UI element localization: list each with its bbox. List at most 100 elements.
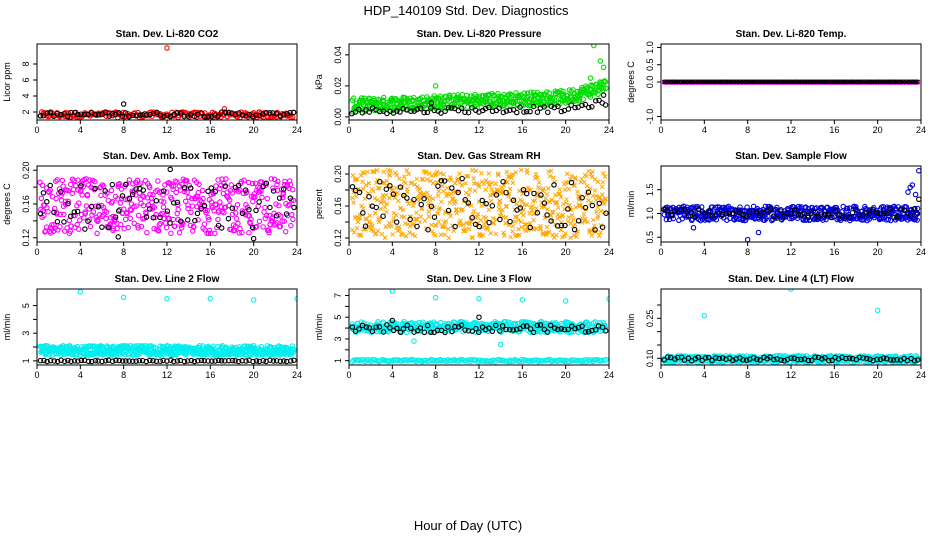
data-point	[448, 105, 455, 111]
data-point	[356, 106, 362, 113]
data-point	[401, 214, 407, 220]
data-point	[709, 357, 715, 364]
data-point	[291, 357, 297, 363]
data-point	[263, 180, 270, 186]
data-point	[671, 208, 678, 215]
data-point	[212, 358, 218, 364]
panel-points	[661, 79, 921, 85]
data-point	[65, 357, 71, 364]
data-point	[476, 314, 482, 320]
data-point	[812, 209, 819, 215]
data-point	[744, 204, 750, 210]
data-point	[544, 212, 550, 218]
panel-points	[349, 289, 609, 365]
y-tick-label: 0.0	[645, 76, 655, 89]
data-point	[774, 79, 780, 85]
data-point	[757, 357, 763, 363]
data-point	[504, 203, 509, 209]
data-point	[233, 215, 240, 222]
data-point	[51, 209, 57, 216]
x-tick-label: 0	[34, 370, 39, 380]
data-point	[785, 79, 791, 85]
data-point	[664, 208, 671, 214]
data-point	[170, 200, 177, 206]
data-point	[914, 210, 921, 217]
data-point	[774, 215, 780, 221]
x-tick-label: 20	[561, 370, 571, 380]
data-point	[400, 207, 406, 213]
data-point	[671, 79, 677, 85]
data-point	[205, 230, 212, 236]
data-point	[442, 224, 447, 230]
panel-4: Stan. Dev. Amb. Box Temp.degrees C0 4 8 12 1…	[2, 151, 302, 257]
data-point	[350, 227, 355, 233]
data-point	[421, 195, 427, 202]
data-point	[719, 79, 725, 85]
data-point	[229, 357, 236, 364]
data-point	[265, 227, 272, 234]
data-point	[560, 212, 566, 218]
data-point	[135, 212, 142, 219]
data-point	[154, 109, 160, 116]
plot-frame	[36, 43, 298, 121]
data-point	[486, 91, 492, 98]
panel-ylabel: kPa	[314, 74, 324, 90]
data-point	[830, 79, 836, 85]
x-tick-label: 8	[745, 125, 750, 135]
data-point	[794, 356, 801, 363]
data-point	[410, 203, 416, 209]
data-point	[513, 326, 520, 333]
x-tick-label: 24	[604, 125, 614, 135]
data-point	[585, 219, 590, 225]
x-tick-label: 8	[433, 370, 438, 380]
data-point	[678, 354, 685, 360]
y-tick-label: 6	[21, 77, 31, 82]
data-point	[384, 201, 390, 207]
data-point	[524, 202, 530, 208]
data-point	[426, 214, 432, 219]
data-point	[781, 358, 788, 364]
data-point	[428, 203, 435, 210]
data-point	[150, 358, 156, 364]
data-point	[880, 216, 887, 222]
data-point	[524, 90, 531, 96]
data-point	[199, 187, 206, 194]
data-point	[447, 200, 453, 205]
data-point	[287, 109, 293, 116]
data-point	[455, 176, 461, 181]
data-point	[54, 218, 61, 225]
data-point	[115, 110, 122, 116]
y-tick-label: 1	[333, 358, 343, 363]
data-point	[143, 358, 150, 365]
data-point	[751, 79, 757, 85]
data-point	[476, 184, 482, 189]
data-point	[57, 211, 63, 218]
data-point	[87, 177, 93, 183]
data-point	[566, 186, 572, 192]
data-point	[912, 205, 918, 212]
panel-title: Stan. Dev. Line 3 Flow	[427, 274, 532, 285]
data-point	[548, 168, 554, 174]
data-point	[67, 213, 74, 220]
data-point	[763, 79, 769, 85]
data-point	[280, 191, 287, 198]
data-point	[716, 355, 722, 362]
data-point	[119, 193, 126, 199]
data-point	[584, 192, 589, 198]
data-point	[476, 223, 482, 230]
x-tick-label: 20	[249, 247, 259, 257]
data-point	[84, 191, 91, 198]
data-point	[188, 209, 194, 216]
data-point	[864, 79, 870, 85]
data-point	[277, 113, 284, 119]
data-point	[207, 295, 214, 302]
x-tick-label: 4	[78, 247, 83, 257]
data-point	[173, 352, 180, 358]
data-point	[856, 212, 863, 219]
data-point	[801, 210, 808, 216]
data-point	[47, 182, 53, 189]
data-point	[546, 229, 552, 235]
data-point	[170, 183, 177, 189]
data-point	[417, 219, 423, 225]
data-point	[258, 343, 265, 350]
